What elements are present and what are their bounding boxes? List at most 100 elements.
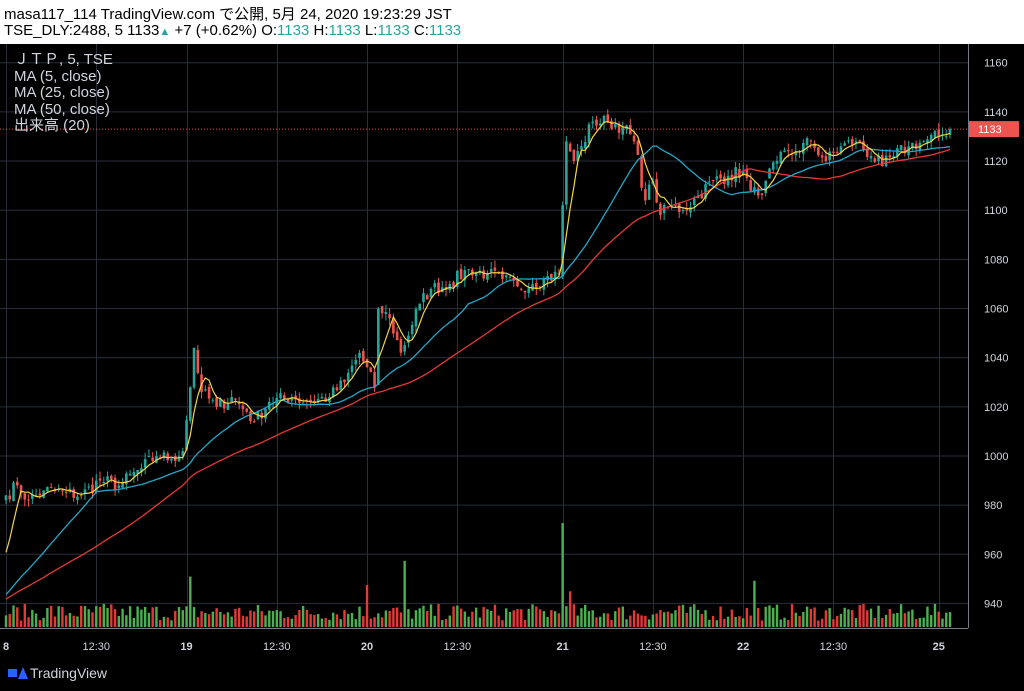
candle-body: [49, 486, 53, 488]
volume-bar: [903, 613, 907, 627]
volume-bar: [384, 610, 388, 627]
candle-body: [598, 123, 602, 126]
volume-bar: [332, 612, 335, 627]
volume-bar: [444, 618, 448, 627]
legend-symbol[interactable]: ＪＴＰ, 5, TSE: [14, 51, 113, 68]
x-tick-label: 12:30: [444, 641, 472, 653]
y-tick-label: 980: [984, 500, 1002, 512]
volume-bar: [343, 610, 346, 627]
candle-body: [452, 282, 455, 288]
high-label: H:: [313, 22, 329, 39]
legend-volume[interactable]: 出来高 (20): [14, 117, 90, 134]
candle-body: [775, 161, 779, 164]
price-chart[interactable]: 940 960 980 1000 1020 1040 1060 1080 1100 1120 114…: [0, 44, 1024, 660]
candle-body: [245, 408, 249, 412]
candle-body: [132, 471, 136, 477]
candle-body: [79, 495, 83, 497]
candle-body: [568, 143, 572, 152]
volume-bar: [98, 606, 102, 627]
volume-bar: [783, 617, 786, 627]
candle-body: [410, 324, 414, 335]
legend-ma50[interactable]: MA (50, close): [14, 100, 110, 118]
candle-body: [926, 139, 929, 144]
volume-bar: [301, 606, 305, 627]
candle-body: [753, 187, 756, 193]
volume-bar: [192, 607, 196, 627]
volume-bar: [843, 607, 846, 627]
volume-bar: [775, 604, 779, 627]
volume-bar: [651, 614, 655, 627]
volume-bar: [426, 610, 429, 627]
volume-bar: [501, 620, 504, 627]
candle-body: [711, 180, 715, 182]
candle-body: [87, 486, 91, 488]
candle-body: [741, 170, 745, 176]
volume-bar: [614, 611, 617, 627]
candle-body: [162, 452, 166, 459]
volume-bar: [294, 615, 297, 627]
volume-bar: [587, 611, 591, 627]
volume-bar: [53, 616, 57, 627]
volume-bar: [38, 620, 42, 627]
volume-bar: [779, 619, 782, 627]
chart-area[interactable]: 940 960 980 1000 1020 1040 1060 1080 1100 1120 114…: [0, 44, 1024, 691]
legend-ma5[interactable]: MA (5, close): [14, 67, 102, 85]
volume-bar: [907, 611, 910, 627]
volume-bar: [512, 610, 515, 627]
volume-bar: [76, 616, 79, 627]
volume-bar: [640, 615, 643, 627]
candle-body: [279, 393, 282, 399]
volume-bar: [760, 620, 764, 627]
volume-bar: [403, 560, 406, 627]
candle-body: [828, 151, 831, 160]
ma25-line: [5, 145, 951, 595]
candle-body: [865, 148, 869, 157]
last-price: 1133: [127, 22, 160, 39]
volume-bar: [433, 615, 436, 627]
y-tick-label: 940: [984, 598, 1002, 610]
candle-body: [313, 400, 316, 403]
volume-bar: [290, 618, 294, 627]
volume-bar: [828, 608, 831, 627]
candle-body: [117, 485, 121, 489]
volume-bar: [268, 610, 271, 627]
candle-body: [681, 210, 685, 212]
candle-body: [19, 485, 23, 494]
volume-bar: [790, 604, 794, 627]
candle-body: [903, 147, 907, 154]
candle-body: [414, 309, 418, 327]
candle-body: [937, 129, 941, 137]
volume-bar: [155, 606, 158, 627]
candle-body: [647, 184, 651, 200]
legend-ma25[interactable]: MA (25, close): [14, 84, 110, 101]
y-tick-label: 960: [984, 549, 1002, 561]
candle-body: [557, 273, 561, 275]
ma5-line: [5, 121, 951, 553]
candle-body: [365, 358, 369, 368]
volume-bar: [768, 605, 771, 627]
volume-bar: [497, 615, 500, 627]
volume-bar: [561, 523, 564, 627]
volume-bar: [505, 608, 508, 627]
candle-body: [884, 155, 888, 167]
volume-bar: [869, 608, 873, 627]
x-tick-label: 12:30: [820, 641, 848, 653]
tradingview-logo[interactable]: TradingView: [8, 665, 107, 681]
candle-body: [636, 140, 640, 155]
volume-bar: [83, 606, 87, 627]
candle-body: [155, 455, 158, 463]
volume-bar: [189, 576, 192, 627]
volume-bar: [550, 610, 553, 627]
last-price-tag-label: 1133: [978, 124, 1002, 136]
volume-bar: [369, 618, 373, 627]
volume-bar: [328, 619, 331, 627]
volume-bar: [734, 616, 737, 627]
volume-bar: [234, 608, 237, 627]
candle-body: [482, 270, 485, 279]
candle-body: [350, 365, 354, 373]
volume-bar: [542, 611, 546, 627]
volume-bar: [527, 608, 530, 627]
volume-bar: [591, 610, 594, 627]
volume-bar: [602, 613, 606, 627]
volume-bar: [937, 611, 940, 627]
